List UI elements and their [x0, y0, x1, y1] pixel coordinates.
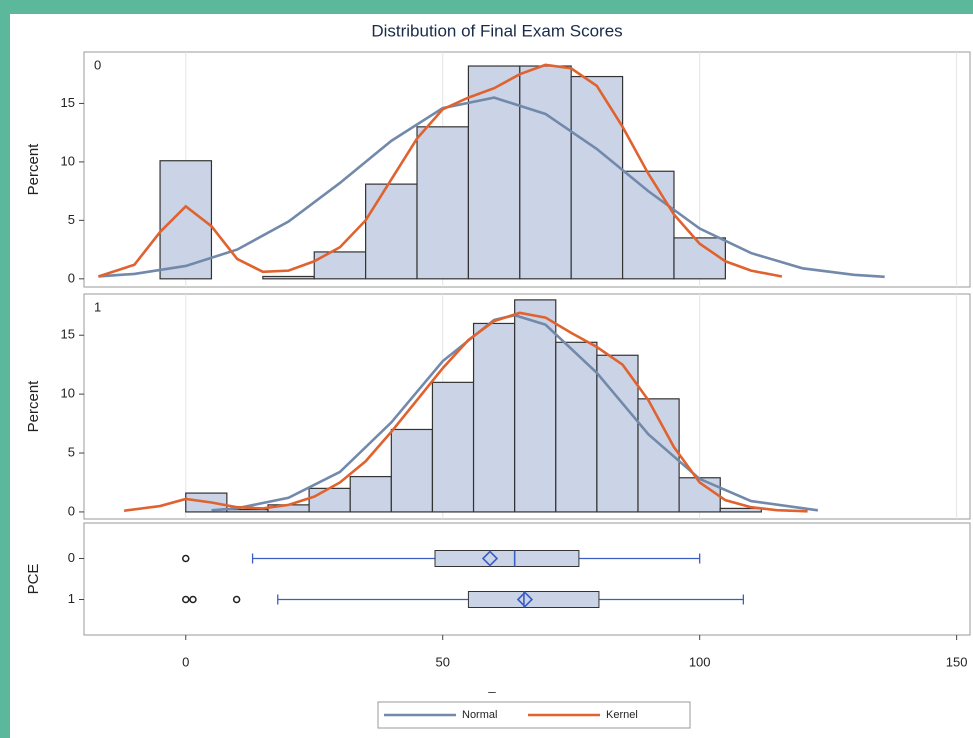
x-tick-label: 50 — [435, 654, 449, 669]
bar — [262, 275, 315, 280]
y-tick-label: 0 — [68, 503, 75, 518]
chart-title: Distribution of Final Exam Scores — [371, 21, 622, 40]
bar — [416, 126, 470, 280]
panel-label: 0 — [94, 57, 101, 72]
y-tick-label: 0 — [68, 270, 75, 285]
outlier — [182, 595, 190, 604]
x-axis-label: _ — [487, 678, 496, 693]
bar — [555, 341, 598, 513]
y-axis-label: Percent — [25, 380, 42, 433]
outlier — [189, 595, 197, 604]
bar — [570, 75, 624, 280]
y-tick-label: 15 — [61, 327, 75, 342]
curve — [98, 96, 885, 279]
mean-marker — [516, 591, 534, 608]
bar — [431, 381, 475, 513]
box — [467, 591, 600, 608]
panel-label: 1 — [94, 299, 101, 314]
bar — [390, 428, 434, 513]
y-tick-label: 5 — [68, 212, 75, 227]
outlier — [232, 595, 241, 604]
x-tick-label: 0 — [182, 654, 189, 669]
y-tick-label: 5 — [68, 444, 75, 459]
y-axis-label: PCE — [25, 564, 42, 595]
legend-label: Kernel — [606, 709, 638, 721]
panel-frame — [83, 522, 971, 636]
y-tick-label: 15 — [61, 95, 75, 110]
y-axis-label: Percent — [25, 143, 42, 196]
mean-marker — [481, 550, 499, 567]
y-tick-label: 10 — [61, 386, 75, 401]
legend-label: Normal — [462, 709, 497, 721]
bar — [349, 475, 392, 513]
bar — [226, 508, 269, 513]
x-tick-label: 100 — [689, 654, 711, 669]
curve — [97, 63, 783, 278]
y-tick-label: 10 — [61, 153, 75, 168]
bar — [308, 487, 351, 513]
box — [434, 550, 580, 567]
bar — [365, 183, 418, 280]
bar — [514, 299, 557, 513]
y-tick-label: 1 — [68, 591, 75, 606]
bar — [719, 507, 762, 513]
outlier — [182, 554, 190, 563]
bar — [519, 65, 572, 280]
x-tick-label: 150 — [946, 654, 968, 669]
bar — [472, 322, 516, 513]
curve — [123, 311, 808, 513]
bar — [621, 170, 675, 280]
y-tick-label: 0 — [68, 550, 75, 565]
